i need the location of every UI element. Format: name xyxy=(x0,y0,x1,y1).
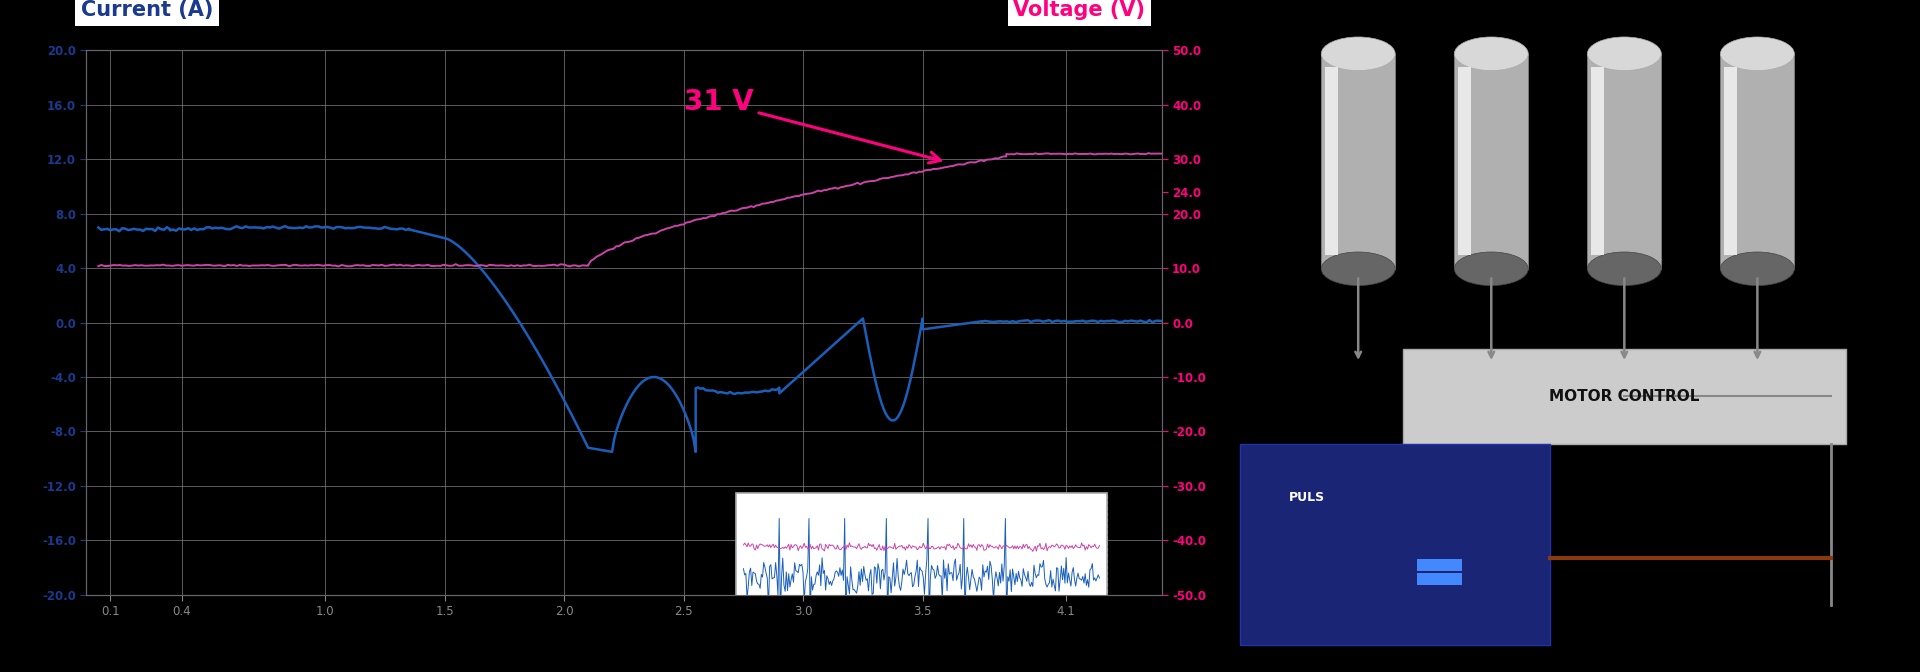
Bar xyxy=(1457,67,1471,255)
Ellipse shape xyxy=(1588,252,1661,286)
Ellipse shape xyxy=(1453,252,1528,286)
Ellipse shape xyxy=(1453,37,1528,71)
Text: PULS: PULS xyxy=(1288,491,1325,504)
Bar xyxy=(1402,349,1845,444)
Ellipse shape xyxy=(1321,252,1396,286)
Text: MOTOR CONTROL: MOTOR CONTROL xyxy=(1549,389,1699,404)
Bar xyxy=(1453,54,1528,269)
Bar xyxy=(1724,67,1738,255)
Text: Current (A): Current (A) xyxy=(81,1,213,20)
Ellipse shape xyxy=(1720,252,1795,286)
Bar xyxy=(1240,444,1549,645)
Bar xyxy=(1588,54,1661,269)
Bar xyxy=(1321,54,1396,269)
Bar xyxy=(1417,559,1461,571)
Bar xyxy=(1592,67,1605,255)
Text: 31 V: 31 V xyxy=(684,88,941,163)
Ellipse shape xyxy=(1321,37,1396,71)
Bar xyxy=(735,493,1106,622)
Bar xyxy=(1325,67,1338,255)
Ellipse shape xyxy=(1720,37,1795,71)
Text: Voltage (V): Voltage (V) xyxy=(1014,1,1146,20)
Ellipse shape xyxy=(1588,37,1661,71)
Bar xyxy=(1417,573,1461,585)
Bar xyxy=(1720,54,1795,269)
